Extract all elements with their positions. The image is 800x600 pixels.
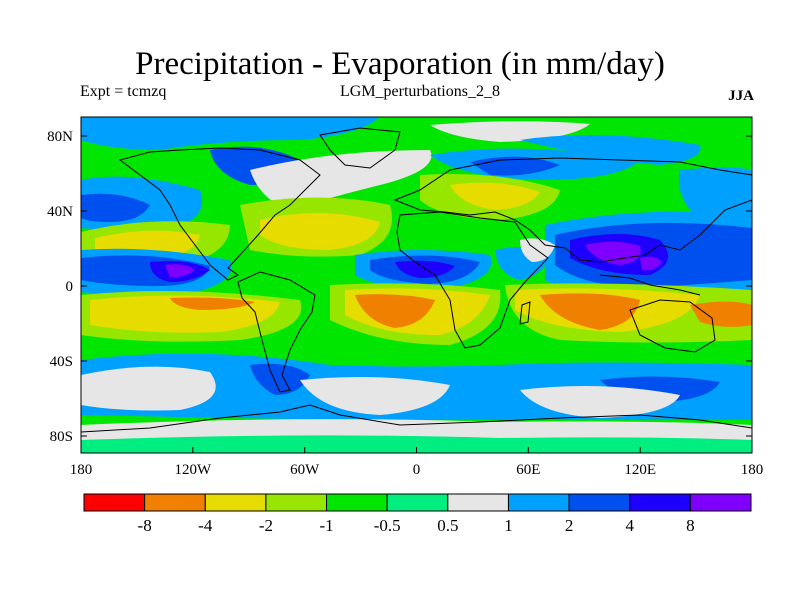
lat-tick-label: 40S [50, 354, 73, 370]
field-epac-purple [165, 264, 195, 278]
coast-australia [629, 299, 716, 353]
colorbar-swatch [507, 493, 570, 512]
coast-madagascar [519, 301, 531, 325]
field-so-gray [81, 366, 216, 411]
lat-tick-label: 40N [47, 204, 73, 220]
field-npac-blue [81, 193, 150, 222]
lat-tick-label: 0 [66, 279, 74, 295]
lat-tick-label: 80N [47, 129, 73, 145]
colorbar-swatch [689, 493, 752, 512]
colorbar-label: 2 [565, 516, 574, 535]
colorbar-label: -8 [138, 516, 152, 535]
coast-south-america [237, 271, 316, 393]
lat-tick-label: 80S [50, 429, 73, 445]
map-plot-area [81, 117, 752, 453]
coastlines [81, 127, 752, 433]
season-label: JJA [728, 88, 754, 104]
field-wpac-purple [640, 256, 662, 271]
lon-axis: 180 120W 60W 0 60E 120E 180 [70, 447, 764, 478]
colorbar-label: 4 [625, 516, 634, 535]
coast-north-america [118, 147, 321, 281]
field-arctic-lightblue-2 [520, 135, 701, 165]
field-monsoon-purple [585, 241, 641, 265]
colorbar-label: 0.5 [437, 516, 458, 535]
colorbar: -8 -4 -2 -1 -0.5 0.5 1 2 4 8 [83, 493, 752, 535]
lon-tick-label: 120W [174, 462, 212, 478]
coast-greenland [319, 127, 401, 169]
colorbar-swatch [386, 493, 449, 512]
field-arctic-lightblue [81, 117, 380, 150]
experiment-label: Expt = tcmzq [80, 83, 167, 100]
colorbar-swatch [265, 493, 328, 512]
colorbar-label: -2 [259, 516, 273, 535]
colorbar-label: -4 [198, 516, 213, 535]
colorbar-label: 8 [686, 516, 695, 535]
colorbar-swatch [204, 493, 267, 512]
field-so-blue [250, 363, 310, 395]
field-australia-orange [690, 301, 752, 327]
coast-africa [396, 211, 549, 349]
coast-eurasia [393, 157, 752, 263]
colorbar-swatch [83, 493, 146, 512]
perturbation-label: LGM_perturbations_2_8 [340, 83, 500, 100]
lat-axis: 80N 40N 0 40S 80S [47, 129, 752, 445]
colorbar-swatch [568, 493, 631, 512]
colorbar-swatch [629, 493, 691, 512]
colorbar-label: 1 [504, 516, 513, 535]
map-title: Precipitation - Evaporation (in mm/day) [135, 46, 665, 82]
field-antarctic-seagreen [81, 435, 752, 453]
lon-tick-label: 180 [741, 462, 764, 478]
field-atl-itcz-darkblue [395, 260, 455, 278]
field-sahara-yellow [450, 182, 540, 210]
colorbar-swatch [326, 493, 388, 512]
field-so-gray-2 [300, 376, 450, 415]
field-satl-orange [355, 294, 435, 328]
lon-tick-label: 60E [516, 462, 540, 478]
field-so-gray-3 [520, 386, 680, 418]
colorbar-label: -0.5 [374, 516, 401, 535]
lon-tick-label: 60W [290, 462, 320, 478]
lon-tick-label: 180 [70, 462, 93, 478]
field-nplb-gray [250, 150, 432, 210]
lon-tick-label: 120E [624, 462, 656, 478]
field-sind-orange [540, 293, 640, 330]
colorbar-swatch [447, 493, 509, 512]
coast-antarctica [81, 404, 752, 433]
field-natl-yellow [260, 212, 380, 250]
colorbar-swatch [144, 493, 206, 512]
colorbar-label: -1 [319, 516, 333, 535]
coast-indonesia [599, 274, 701, 296]
lon-tick-label: 0 [413, 462, 421, 478]
field-spac-orange [170, 297, 255, 310]
